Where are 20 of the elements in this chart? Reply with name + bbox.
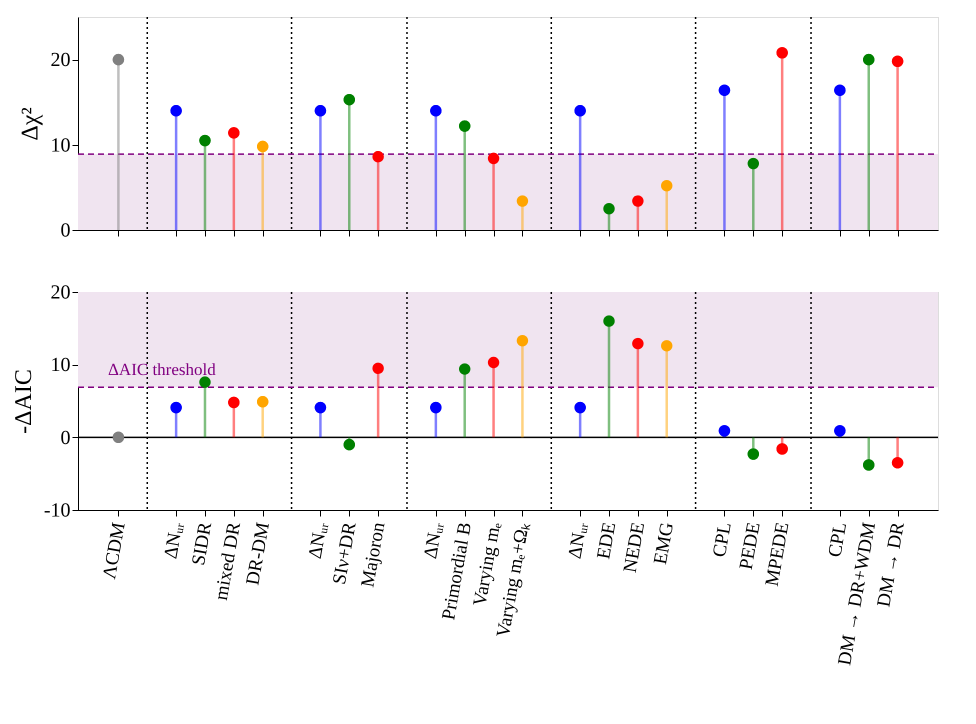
y-tick-label: 10 [50,134,70,156]
y-tick-label: 20 [50,49,70,72]
x-tick-label: ΔNᵤᵣ [420,520,448,560]
x-tick-label: EDE [593,520,620,561]
x-tick-label: ΔNᵤᵣ [564,520,592,560]
ref-line-label: ΔAIC threshold [108,360,216,380]
y-tick-label: 10 [50,354,70,376]
y-tick-label: 0 [60,220,70,242]
x-tick-label: CPL [709,520,736,559]
y-tick-label: -10 [44,500,70,522]
x-tick-label: CPL [824,520,852,559]
x-tick-label: ΔNᵤᵣ [160,520,188,560]
y-tick-label: 0 [60,426,70,449]
x-tick-label: ΔNᵤᵣ [304,520,332,560]
y-axis-title: Δχ² [18,107,44,141]
x-tick-label: EMG [650,520,678,566]
y-axis-title: -ΔAIC [10,369,37,434]
y-tick-label: 20 [50,282,70,304]
x-tick-label: NEDE [620,520,650,574]
x-tick-label: ΛCDM [99,520,130,581]
